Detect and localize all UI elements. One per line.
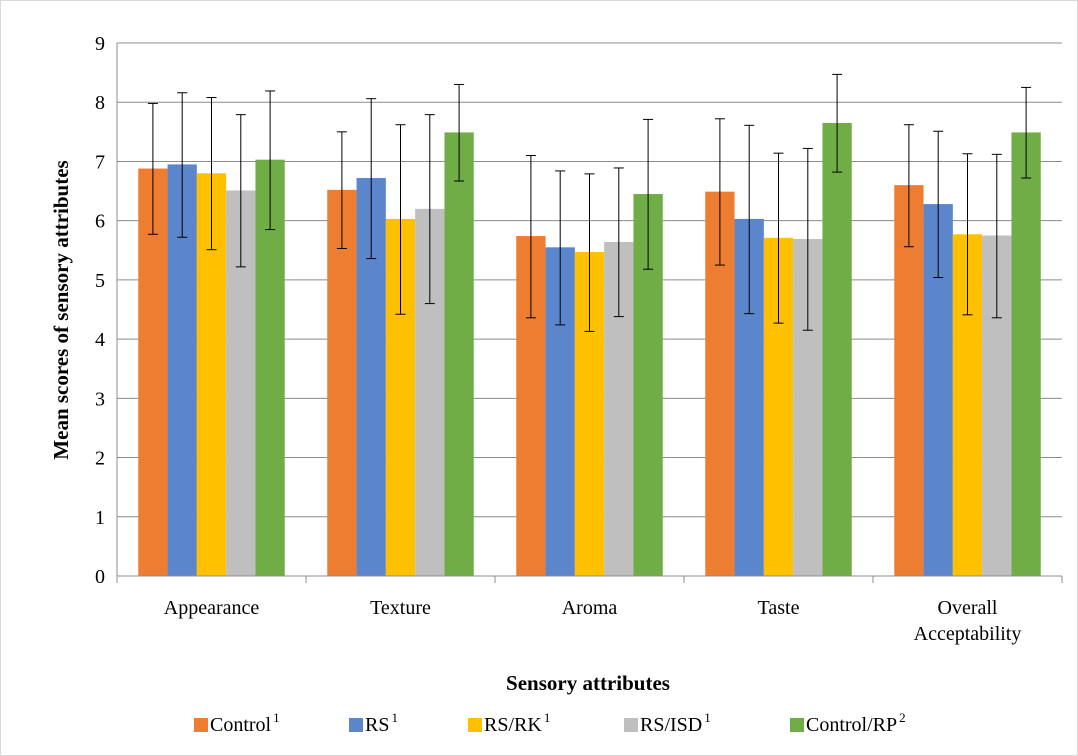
legend-label: Control/RP 2 [806, 710, 906, 736]
y-tick-label: 1 [95, 507, 105, 529]
legend-swatch [349, 718, 363, 732]
y-tick-label: 7 [95, 151, 105, 173]
bar [1011, 132, 1041, 577]
legend-label: RS 1 [365, 710, 398, 736]
bar [894, 185, 924, 576]
y-axis-title: Mean scores of sensory attributes [49, 160, 73, 459]
legend: Control 1 RS 1 RS/RK 1 RS/ISD 1 Control/RP 2 [194, 710, 906, 736]
x-category-label: Acceptability [914, 623, 1022, 645]
bar [327, 189, 357, 577]
x-category-label: Overall [938, 597, 998, 619]
legend-swatch [790, 718, 804, 732]
y-tick-labels: 0 1 2 3 4 5 6 7 8 9 [95, 33, 105, 588]
legend-item: RS/RK 1 [468, 710, 550, 736]
y-tick-label: 0 [95, 566, 105, 588]
legend-item: Control/RP 2 [790, 710, 906, 736]
x-category-labels: Appearance Texture Aroma Taste Overall Accept… [164, 597, 1022, 645]
y-tick-label: 9 [95, 33, 105, 55]
legend-swatch [194, 718, 208, 732]
x-category-label: Aroma [562, 597, 618, 619]
y-tick-label: 5 [95, 270, 105, 292]
bar [138, 168, 168, 576]
legend-item: Control 1 [194, 710, 280, 736]
legend-item: RS/ISD 1 [624, 710, 711, 736]
axes [116, 43, 1063, 583]
legend-item: RS 1 [349, 710, 398, 736]
legend-swatch [624, 718, 638, 732]
x-category-label: Appearance [164, 597, 260, 619]
x-axis-title: Sensory attributes [506, 671, 670, 695]
legend-label: Control 1 [210, 710, 280, 736]
y-tick-label: 4 [95, 329, 105, 351]
bar [444, 132, 474, 577]
legend-swatch [468, 718, 482, 732]
legend-label: RS/ISD 1 [640, 710, 711, 736]
legend-label: RS/RK 1 [484, 710, 550, 736]
y-tick-label: 3 [95, 388, 105, 410]
y-tick-label: 2 [95, 448, 105, 470]
x-category-label: Texture [370, 597, 431, 619]
y-tick-label: 8 [95, 92, 105, 114]
y-tick-label: 6 [95, 211, 105, 233]
bar [822, 122, 852, 576]
error-bars [147, 73, 1032, 332]
x-category-label: Taste [758, 597, 800, 619]
